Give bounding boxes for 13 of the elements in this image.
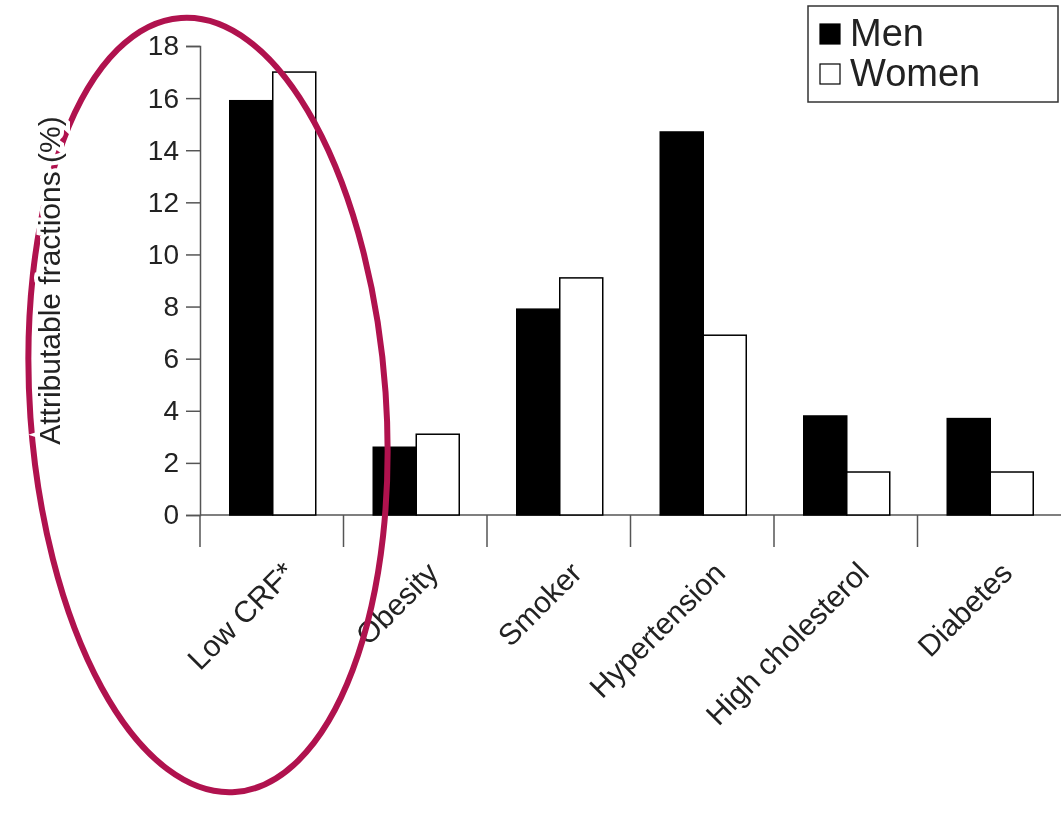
- y-tick-label: 16: [147, 82, 179, 114]
- y-axis-title: Attributable fractions (%): [33, 116, 66, 445]
- y-tick-label: 0: [163, 499, 179, 531]
- y-tick-label: 8: [163, 291, 179, 323]
- y-tick-label: 14: [147, 134, 179, 166]
- y-tick-label: 18: [147, 30, 179, 62]
- legend-label: Men: [850, 12, 924, 54]
- y-tick-label: 6: [163, 343, 179, 375]
- y-tick-label: 12: [147, 186, 179, 218]
- y-tick-label: 4: [163, 395, 179, 427]
- y-tick-label: 2: [163, 447, 179, 479]
- y-tick-label: 10: [147, 238, 179, 270]
- legend-label: Women: [850, 52, 981, 94]
